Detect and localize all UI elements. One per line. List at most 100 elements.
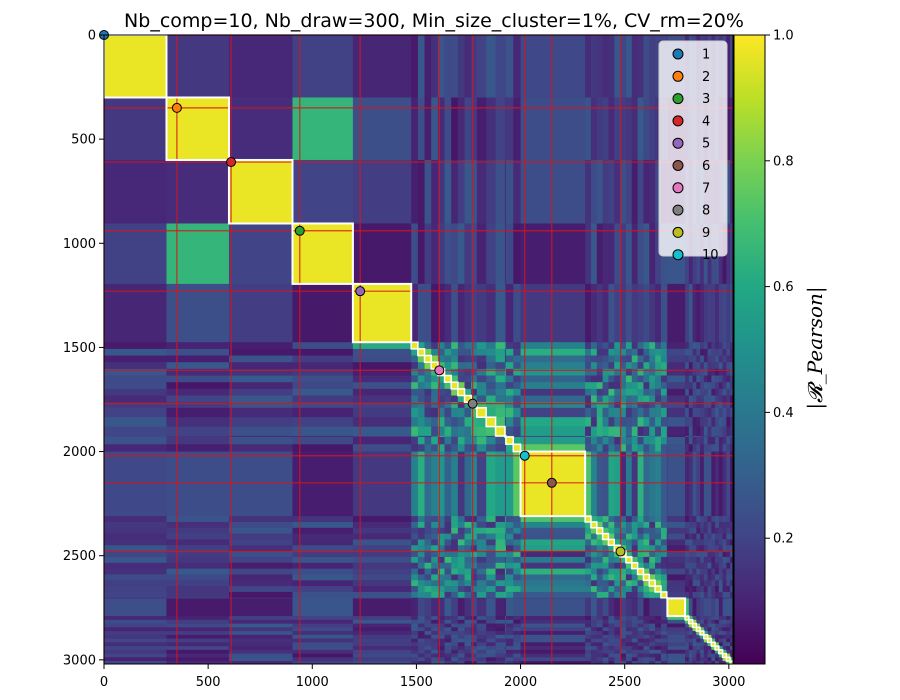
heatmap-cell (166, 562, 230, 569)
heatmap-cell (608, 638, 615, 643)
heatmap-cell (637, 580, 644, 587)
heatmap-cell (451, 580, 459, 587)
heatmap-cell (471, 627, 478, 632)
heatmap-cell (730, 646, 734, 651)
heatmap-cell (471, 619, 478, 624)
plot-frame (103, 34, 734, 665)
heatmap-cell (590, 435, 598, 438)
heatmap-cell (685, 551, 690, 558)
heatmap-cell (520, 395, 586, 403)
heatmap-cell (424, 444, 432, 452)
heatmap-cell (590, 342, 598, 350)
heatmap-cell (722, 551, 727, 558)
heatmap-cell (451, 342, 459, 350)
heatmap-cell (228, 382, 293, 390)
heatmap-cell (643, 551, 650, 558)
heatmap-cell (643, 283, 650, 343)
heatmap-cell (505, 35, 514, 98)
heatmap-cell (718, 619, 723, 624)
heatmap-cell (602, 568, 609, 575)
heatmap-cell (104, 574, 167, 581)
heatmap-cell (718, 355, 723, 363)
heatmap-cell (666, 657, 668, 662)
heatmap-cell (292, 568, 354, 575)
heatmap-cell (730, 362, 734, 370)
heatmap-cell (700, 653, 705, 658)
heatmap-cell (513, 362, 521, 370)
heatmap-cell (437, 97, 445, 161)
heatmap-cell (471, 568, 478, 575)
heatmap-cell (495, 597, 506, 599)
heatmap-cell (667, 642, 686, 647)
heatmap-cell (707, 435, 712, 438)
heatmap-cell (696, 631, 701, 636)
heatmap-cell (352, 436, 412, 445)
heatmap-cell (451, 646, 459, 651)
heatmap-cell (631, 631, 638, 636)
heatmap-cell (437, 159, 445, 224)
heatmap-cell (495, 627, 506, 632)
heatmap-cell (608, 435, 615, 438)
heatmap-cell (596, 649, 603, 654)
heatmap-cell (495, 527, 506, 534)
heatmap-cell (464, 653, 472, 658)
heatmap-cell (649, 223, 656, 285)
heatmap-cell (667, 623, 686, 628)
heatmap-cell (620, 642, 627, 647)
heatmap-cell (104, 597, 167, 599)
heatmap-cell (411, 395, 419, 403)
heatmap-cell (722, 646, 727, 651)
heatmap-cell (637, 631, 644, 636)
heatmap-cell (417, 646, 425, 651)
heatmap-cell (457, 368, 465, 376)
heatmap-cell (504, 451, 507, 517)
heatmap-cell (602, 591, 609, 599)
cluster-box (721, 652, 728, 659)
heatmap-cell (411, 368, 419, 376)
heatmap-cell (614, 395, 621, 403)
heatmap-cell (620, 619, 627, 624)
heatmap-cell (637, 619, 644, 624)
heatmap-cell (504, 598, 507, 617)
heatmap-cell (685, 283, 690, 343)
heatmap-cell (596, 388, 603, 396)
heatmap-cell (666, 426, 668, 437)
heatmap-cell (614, 516, 621, 523)
heatmap-cell (585, 545, 592, 552)
heatmap-cell (520, 435, 586, 438)
heatmap-cell (451, 444, 459, 452)
heatmap-cell (457, 435, 465, 438)
heatmap-cell (692, 527, 697, 534)
heatmap-cell (711, 634, 716, 639)
heatmap-cell (471, 574, 478, 581)
heatmap-cell (431, 616, 439, 621)
heatmap-cell (688, 562, 693, 569)
heatmap-cell (486, 623, 496, 628)
heatmap-cell (437, 580, 445, 587)
heatmap-cell (707, 551, 712, 558)
heatmap-cell (520, 35, 586, 98)
heatmap-cell (437, 653, 445, 658)
heatmap-cell (464, 556, 472, 564)
heatmap-cell (608, 598, 615, 617)
heatmap-cell (471, 159, 478, 224)
heatmap-cell (707, 407, 712, 418)
heatmap-cell (696, 653, 701, 658)
heatmap-cell (726, 556, 731, 564)
heatmap-cell (722, 451, 727, 517)
heatmap-cell (608, 527, 615, 534)
heatmap-cell (707, 653, 712, 658)
heatmap-cell (417, 580, 425, 587)
heatmap-cell (602, 426, 609, 437)
heatmap-cell (637, 97, 644, 161)
heatmap-cell (505, 402, 514, 409)
heatmap-cell (688, 634, 693, 639)
heatmap-cell (486, 646, 496, 651)
heatmap-cell (707, 616, 712, 621)
heatmap-cell (464, 627, 472, 632)
heatmap-cell (476, 435, 487, 438)
heatmap-cell (513, 539, 521, 546)
heatmap-cell (688, 283, 693, 343)
heatmap-cell (417, 539, 425, 546)
heatmap-cell (513, 516, 521, 523)
